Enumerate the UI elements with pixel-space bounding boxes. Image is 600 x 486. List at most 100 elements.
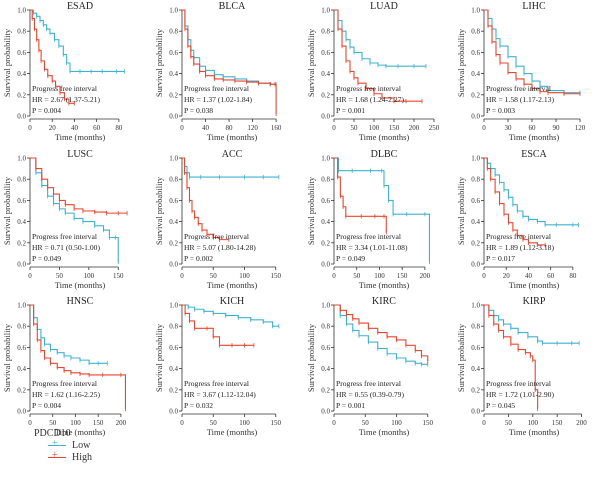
y-tick-label: 0.4 — [321, 70, 330, 78]
x-tick-label: 0 — [332, 272, 336, 280]
x-tick-label: 250 — [429, 124, 440, 132]
annotation-subtitle: Progress free interval — [32, 84, 97, 93]
panel-hnsc: HNSC 0.0 0.2 0.4 0.6 0.8 1.0 Survival probabili… — [2, 296, 127, 437]
x-tick-label: 100 — [528, 419, 539, 427]
y-tick-label: 0.6 — [169, 344, 178, 352]
y-axis-label: Survival probability — [306, 28, 316, 97]
y-tick-label: 0.2 — [169, 386, 178, 394]
x-tick-label: 0 — [28, 124, 32, 132]
y-tick-label: 1.0 — [471, 302, 480, 310]
y-tick-label: 1.0 — [321, 7, 330, 15]
km-curve-low — [30, 9, 125, 73]
x-tick-label: 60 — [547, 272, 555, 280]
x-tick-label: 60 — [93, 124, 101, 132]
panel-esad: ESAD 0.0 0.2 0.4 0.6 0.8 1.0 Survival probabili… — [2, 1, 125, 142]
x-axis-label: Time (months) — [509, 280, 560, 290]
panel-lusc: LUSC 0.0 0.2 0.4 0.6 0.8 1.0 Survival probabili… — [2, 149, 128, 290]
y-tick-label: 0.2 — [169, 91, 178, 99]
y-tick-label: 0.2 — [471, 239, 480, 247]
y-tick-label: 0.8 — [169, 28, 178, 36]
x-tick-label: 80 — [569, 272, 577, 280]
y-tick-label: 0.2 — [17, 239, 26, 247]
x-tick-label: 0 — [28, 419, 32, 427]
km-curve-low — [182, 9, 277, 85]
y-tick-label: 1.0 — [471, 155, 480, 163]
legend-swatch-low — [48, 438, 66, 449]
x-tick-label: 50 — [353, 272, 361, 280]
x-tick-label: 150 — [397, 272, 408, 280]
panel-title: ESAD — [67, 1, 93, 12]
y-tick-label: 0.6 — [321, 197, 330, 205]
panel-title: ESCA — [521, 149, 547, 160]
annotation-p: P = 0.038 — [184, 106, 213, 115]
km-curve-high — [334, 157, 387, 233]
panel-acc: ACC 0.0 0.2 0.4 0.6 0.8 1.0 Survival probabilit… — [154, 149, 282, 290]
y-axis-label: Survival probability — [154, 176, 164, 245]
y-tick-label: 0.0 — [321, 113, 330, 121]
km-curve-high — [182, 157, 229, 241]
y-tick-label: 0.4 — [169, 218, 178, 226]
x-tick-label: 50 — [362, 419, 370, 427]
legend-item-low: Low — [34, 438, 92, 451]
annotation-subtitle: Progress free interval — [336, 84, 401, 93]
annotation-subtitle: Progress free interval — [32, 232, 97, 241]
x-tick-label: 0 — [482, 419, 486, 427]
y-tick-label: 0.8 — [321, 176, 330, 184]
x-tick-label: 200 — [116, 419, 127, 427]
y-tick-label: 1.0 — [169, 7, 178, 15]
annotation-hr: HR = 3.34 (1.01-11.08) — [336, 243, 408, 252]
y-tick-label: 0.0 — [17, 408, 26, 416]
annotation-hr: HR = 1.72 (1.01-2.90) — [486, 390, 554, 399]
y-tick-label: 0.4 — [321, 365, 330, 373]
y-tick-label: 0.8 — [17, 323, 26, 331]
y-tick-label: 0.4 — [321, 218, 330, 226]
y-tick-label: 1.0 — [17, 155, 26, 163]
annotation-p: P = 0.032 — [184, 401, 213, 410]
x-axis-label: Time (months) — [509, 132, 560, 142]
y-tick-label: 0.8 — [321, 323, 330, 331]
km-curve-high — [334, 9, 422, 102]
y-tick-label: 0.0 — [17, 113, 26, 121]
y-tick-label: 0.8 — [321, 28, 330, 36]
x-axis-label: Time (months) — [207, 132, 258, 142]
y-axis-label: Survival probability — [2, 28, 12, 97]
y-tick-label: 0.6 — [169, 197, 178, 205]
annotation-hr: HR = 0.71 (0.50-1.00) — [32, 243, 100, 252]
legend-swatch-high — [48, 450, 66, 461]
annotation-p: P = 0.004 — [32, 401, 61, 410]
legend-item-high: High — [34, 450, 92, 463]
x-axis-label: Time (months) — [55, 132, 106, 142]
panel-dlbc: DLBC 0.0 0.2 0.4 0.6 0.8 1.0 Survival probabili… — [306, 149, 431, 290]
x-tick-label: 20 — [49, 124, 57, 132]
y-tick-label: 0.2 — [471, 91, 480, 99]
x-tick-label: 0 — [332, 124, 336, 132]
panel-kich: KICH 0.0 0.2 0.4 0.6 0.8 1.0 Survival probabili… — [154, 296, 282, 437]
y-tick-label: 0.0 — [321, 261, 330, 269]
y-tick-label: 0.4 — [169, 365, 178, 373]
y-tick-label: 0.6 — [471, 49, 480, 57]
y-axis-label: Survival probability — [154, 323, 164, 392]
annotation-p: P = 0.049 — [336, 254, 365, 263]
legend: PDCD10 Low High — [34, 428, 92, 463]
y-tick-label: 0.0 — [321, 408, 330, 416]
annotation-hr: HR = 3.67 (1.12-12.04) — [184, 390, 256, 399]
km-curve-low — [182, 304, 279, 327]
x-tick-label: 150 — [271, 419, 282, 427]
x-tick-label: 0 — [180, 419, 184, 427]
x-tick-label: 0 — [482, 124, 486, 132]
y-axis-label: Survival probability — [306, 323, 316, 392]
x-tick-label: 50 — [49, 419, 57, 427]
km-curve-low — [30, 157, 119, 262]
y-tick-label: 0.8 — [169, 176, 178, 184]
x-tick-label: 200 — [420, 272, 431, 280]
x-tick-label: 200 — [409, 124, 420, 132]
x-tick-label: 80 — [226, 124, 234, 132]
annotation-subtitle: Progress free interval — [184, 84, 249, 93]
panel-title: LUAD — [370, 1, 398, 12]
legend-label-low: Low — [72, 439, 91, 451]
x-tick-label: 50 — [210, 419, 218, 427]
y-tick-label: 0.0 — [169, 261, 178, 269]
y-axis-label: Survival probability — [2, 176, 12, 245]
y-axis-label: Survival probability — [2, 323, 12, 392]
